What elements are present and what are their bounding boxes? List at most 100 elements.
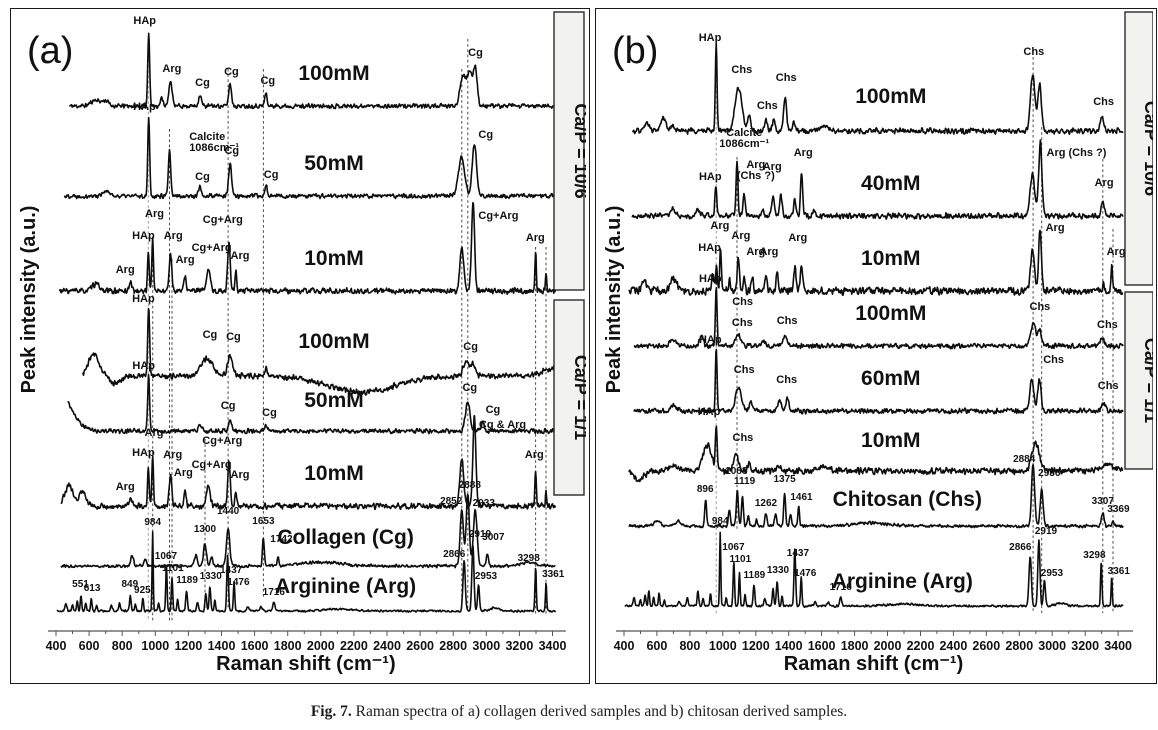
peak-annotation: 1262: [755, 498, 778, 509]
spectrum-label: 50mM: [304, 389, 364, 412]
peak-annotation: Chs: [1023, 46, 1044, 58]
spectrum-trace: [628, 229, 1124, 297]
peak-annotation: 2933: [473, 498, 496, 509]
peak-annotation: 1375: [773, 474, 796, 485]
axis-tick-label: 2400: [373, 639, 401, 653]
peak-annotation: 2953: [475, 571, 498, 582]
spectrum-label: 10mM: [304, 462, 364, 485]
peak-annotation: Cg: [462, 382, 477, 394]
axis-tick-label: 600: [79, 639, 100, 653]
peak-annotation: Cg: [260, 75, 275, 87]
peak-annotation: Arg: [525, 449, 544, 461]
peak-annotation: Cg+Arg: [192, 459, 232, 471]
peak-annotation: Calcite 1086cm⁻¹: [189, 131, 239, 154]
peak-annotation: Arg: [231, 250, 250, 262]
spectrum-label: 10mM: [861, 247, 921, 270]
peak-annotation: Cg: [468, 47, 483, 59]
peak-annotation: Chs: [1093, 96, 1114, 108]
peak-annotation: Cg+Arg: [203, 214, 243, 226]
peak-annotation: 3369: [1107, 504, 1130, 515]
spectrum-label: 100mM: [298, 330, 369, 353]
group-box: [553, 11, 585, 291]
peak-annotation: Chs: [776, 72, 797, 84]
peak-annotation: 2852: [440, 496, 463, 507]
raman-spectra-svg: 100mM HAp Arg Cg Cg Cg Cg 50mM HAp Calcite 1086cm⁻…: [18, 11, 591, 675]
peak-annotation: Arg: [116, 264, 135, 276]
axis-tick-label: 400: [614, 639, 635, 653]
caption-text: Raman spectra of a) collagen derived sam…: [351, 703, 848, 720]
peak-annotation: HAp: [699, 171, 722, 183]
spectrum-trace: [60, 415, 557, 510]
axis-tick-label: 2600: [406, 639, 434, 653]
panel-letter: (b): [612, 30, 658, 72]
axis-tick-label: 2200: [907, 639, 935, 653]
peak-annotation: HAp: [699, 334, 722, 346]
axis-tick-label: 1600: [808, 639, 836, 653]
axis-tick-label: 2000: [307, 639, 335, 653]
axis-tick-label: 1200: [742, 639, 770, 653]
spectrum-label: 40mM: [861, 172, 921, 195]
peak-annotation: 2866: [443, 549, 466, 560]
peak-annotation: Arg: [759, 246, 778, 258]
peak-annotation: 551: [72, 579, 89, 590]
peak-annotation: Chs: [777, 315, 798, 327]
peak-annotation: 613: [84, 583, 101, 594]
peak-annotation: Cg: [463, 341, 478, 353]
peak-annotation: Chs: [731, 64, 752, 76]
peak-annotation: 1330: [200, 571, 223, 582]
spectrum-label: 60mM: [861, 367, 921, 390]
axis-tick-label: 800: [679, 639, 700, 653]
peak-annotation: 1067: [722, 542, 745, 553]
peak-annotation: 3298: [518, 553, 541, 564]
peak-annotation: 1119: [734, 476, 756, 487]
spectrum-trace: [633, 287, 1124, 350]
peak-annotation: Chs: [734, 364, 755, 376]
peak-annotation: 1088: [725, 466, 748, 477]
peak-annotation: Arg: [176, 254, 195, 266]
axis-tick-label: 2400: [939, 639, 967, 653]
spectrum-label: 100mM: [298, 62, 369, 85]
peak-annotation: Arg: [1046, 222, 1065, 234]
peak-annotation: Arg: [164, 230, 183, 242]
axis-tick-label: 1800: [841, 639, 869, 653]
peak-annotation: Cg: [221, 400, 236, 412]
spectrum-trace: [56, 531, 557, 613]
peak-annotation: Arg: [526, 232, 545, 244]
spectrum-trace: [60, 493, 556, 569]
spectrum-trace: [633, 348, 1124, 415]
peak-annotation: Arg: [162, 63, 181, 75]
figure-number: Fig. 7.: [310, 703, 352, 720]
peak-annotation: Cg+Arg: [478, 210, 518, 222]
peak-annotation: Cg: [224, 66, 239, 78]
spectrum-label: 10mM: [861, 429, 921, 452]
peak-annotation: HAp: [132, 293, 155, 305]
spectrum-trace: [631, 42, 1124, 135]
peak-annotation: Arg: [788, 232, 807, 244]
axis-tick-label: 2600: [972, 639, 1000, 653]
peak-annotation: 1440: [217, 506, 240, 517]
peak-annotation: 1101: [162, 563, 184, 574]
group-label: Ca/P = 1/1: [1141, 338, 1153, 423]
peak-annotation: 2919: [1035, 526, 1058, 537]
peak-annotation: 1067: [155, 551, 178, 562]
axis-tick-label: 3400: [539, 639, 567, 653]
peak-annotation: 1716: [830, 582, 853, 593]
peak-annotation: 1461: [790, 492, 813, 503]
peak-annotation: 3007: [482, 532, 505, 543]
group-label: Ca/P = 10/6: [1141, 101, 1153, 196]
peak-annotation: Arg: [1107, 246, 1126, 258]
peak-annotation: HAp: [698, 406, 721, 418]
axis-tick-label: 1400: [208, 639, 236, 653]
peak-annotation: 896: [697, 484, 714, 495]
peak-annotation: Arg: [145, 208, 164, 220]
spectrum-label: 10mM: [304, 247, 364, 270]
peak-annotation: Chs: [1043, 354, 1064, 366]
peak-annotation: 1476: [794, 568, 817, 579]
spectrum-trace: [628, 463, 1124, 529]
peak-annotation: 1742: [270, 534, 293, 545]
spectrum-trace: [68, 32, 557, 110]
spectrum-label: Arginine (Arg): [275, 575, 416, 598]
peak-annotation: Arg: [116, 481, 135, 493]
peak-annotation: 1189: [176, 575, 198, 586]
peak-annotation: Cg+Arg: [202, 435, 242, 447]
